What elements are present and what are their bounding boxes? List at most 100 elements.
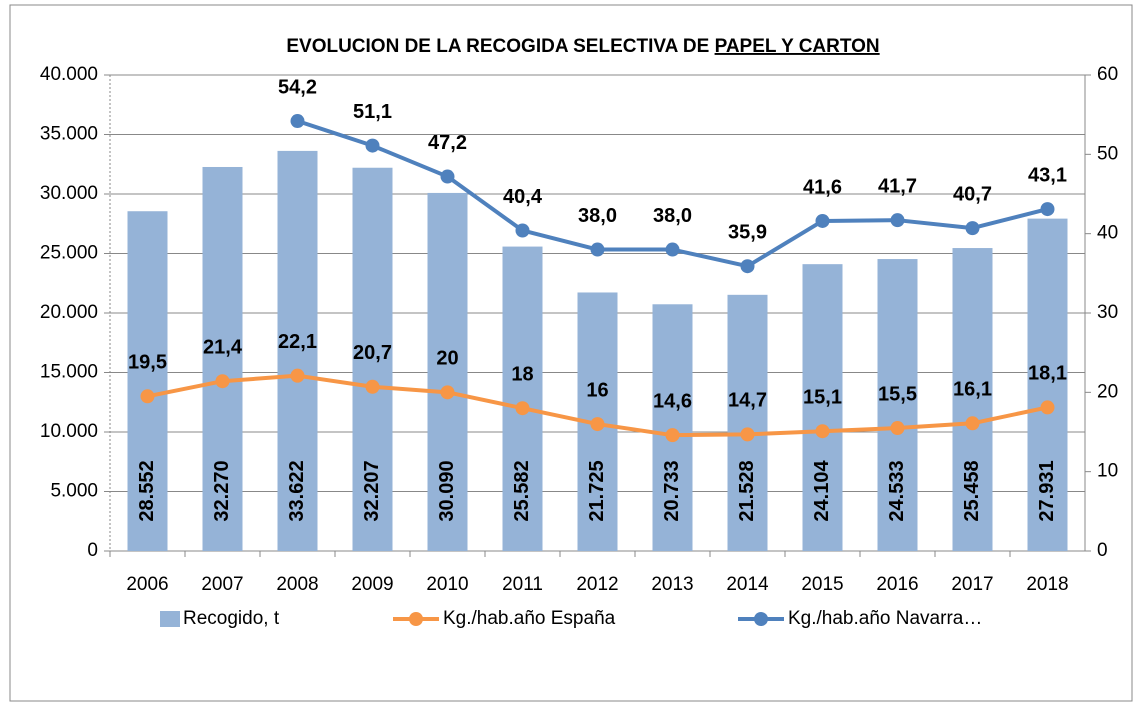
marker [815, 213, 830, 228]
y2-tick-label: 30 [1097, 302, 1118, 323]
bar [202, 166, 243, 551]
y-tick-label: 0 [87, 540, 98, 561]
data-label: 21.725 [586, 460, 608, 521]
data-label: 40,7 [953, 183, 992, 205]
marker [290, 368, 305, 383]
marker [590, 242, 605, 257]
marker [365, 138, 380, 153]
data-label: 21,4 [203, 337, 243, 359]
marker [515, 223, 530, 238]
data-label: 22,1 [278, 331, 317, 353]
data-label: 33.622 [286, 460, 308, 521]
data-label: 30.090 [436, 460, 458, 521]
data-label: 41,6 [803, 176, 842, 198]
marker [140, 389, 155, 404]
x-tick-label: 2017 [951, 574, 993, 595]
legend-label: Recogido, t [183, 608, 280, 629]
chart-border [9, 4, 1133, 702]
bar [277, 150, 318, 551]
bar [352, 167, 393, 551]
x-tick-label: 2008 [276, 574, 318, 595]
y-tick-label: 15.000 [40, 362, 98, 383]
data-label: 25.582 [511, 460, 533, 521]
data-label: 24.104 [811, 460, 833, 522]
marker [215, 374, 230, 389]
marker [365, 379, 380, 394]
bar [952, 248, 993, 551]
data-label: 16 [586, 379, 608, 401]
x-tick-label: 2009 [351, 574, 393, 595]
data-label: 15,1 [803, 386, 842, 408]
y-tick-label: 40.000 [40, 64, 98, 85]
data-label: 19,5 [128, 352, 167, 374]
legend-label: Kg./hab.año Navarra… [788, 608, 982, 629]
y-tick-label: 30.000 [40, 183, 98, 204]
data-label: 41,7 [878, 175, 917, 197]
y-tick-label: 35.000 [40, 124, 98, 145]
marker [665, 242, 680, 257]
marker [590, 417, 605, 432]
data-label: 54,2 [278, 76, 317, 98]
title-part: EVOLUCION DE LA RECOGIDA SELECTIVA DE [286, 36, 714, 57]
x-tick-label: 2007 [201, 574, 243, 595]
data-label: 32.207 [361, 460, 383, 521]
legend-label: Kg./hab.año España [443, 608, 616, 629]
marker [515, 401, 530, 416]
data-label: 47,2 [428, 132, 467, 154]
legend-marker [754, 612, 768, 626]
data-label: 24.533 [886, 460, 908, 521]
y-tick-label: 10.000 [40, 421, 98, 442]
marker [815, 424, 830, 439]
marker [1040, 400, 1055, 415]
data-label: 20 [436, 348, 458, 370]
data-label: 20,7 [353, 342, 392, 364]
data-label: 38,0 [653, 205, 692, 227]
x-tick-label: 2010 [426, 574, 468, 595]
y-tick-label: 25.000 [40, 243, 98, 264]
marker [965, 221, 980, 236]
y2-tick-label: 60 [1097, 64, 1118, 85]
bar [652, 304, 693, 551]
x-tick-label: 2016 [876, 574, 918, 595]
x-tick-label: 2012 [576, 574, 618, 595]
bar [427, 192, 468, 551]
marker [740, 427, 755, 442]
marker [440, 169, 455, 184]
x-tick-label: 2014 [726, 574, 769, 595]
y2-tick-label: 40 [1097, 223, 1118, 244]
y-tick-label: 5.000 [50, 481, 98, 502]
legend-swatch [160, 611, 180, 627]
bar [877, 259, 918, 551]
data-label: 38,0 [578, 205, 617, 227]
marker [665, 428, 680, 443]
y2-tick-label: 0 [1097, 540, 1108, 561]
data-label: 18,1 [1028, 363, 1067, 385]
data-label: 18 [511, 363, 533, 385]
bar [127, 211, 168, 551]
data-label: 51,1 [353, 101, 392, 123]
y-tick-label: 20.000 [40, 302, 98, 323]
x-tick-label: 2013 [651, 574, 693, 595]
marker [890, 421, 905, 436]
data-label: 21.528 [736, 460, 758, 521]
y2-tick-label: 50 [1097, 143, 1118, 164]
marker [890, 213, 905, 228]
data-label: 14,7 [728, 390, 767, 412]
bar [502, 246, 543, 551]
x-tick-label: 2015 [801, 574, 843, 595]
marker [1040, 202, 1055, 217]
x-tick-label: 2011 [502, 574, 543, 595]
y2-tick-label: 20 [1097, 381, 1118, 402]
chart-title: EVOLUCION DE LA RECOGIDA SELECTIVA DE PA… [286, 36, 879, 57]
x-tick-label: 2006 [126, 574, 168, 595]
data-label: 40,4 [503, 186, 543, 208]
bar [802, 264, 843, 551]
data-label: 28.552 [136, 460, 158, 521]
data-label: 15,5 [878, 383, 917, 405]
data-label: 14,6 [653, 390, 692, 412]
data-label: 25.458 [961, 460, 983, 521]
data-label: 16,1 [953, 379, 992, 401]
marker [290, 114, 305, 129]
bar [727, 294, 768, 551]
